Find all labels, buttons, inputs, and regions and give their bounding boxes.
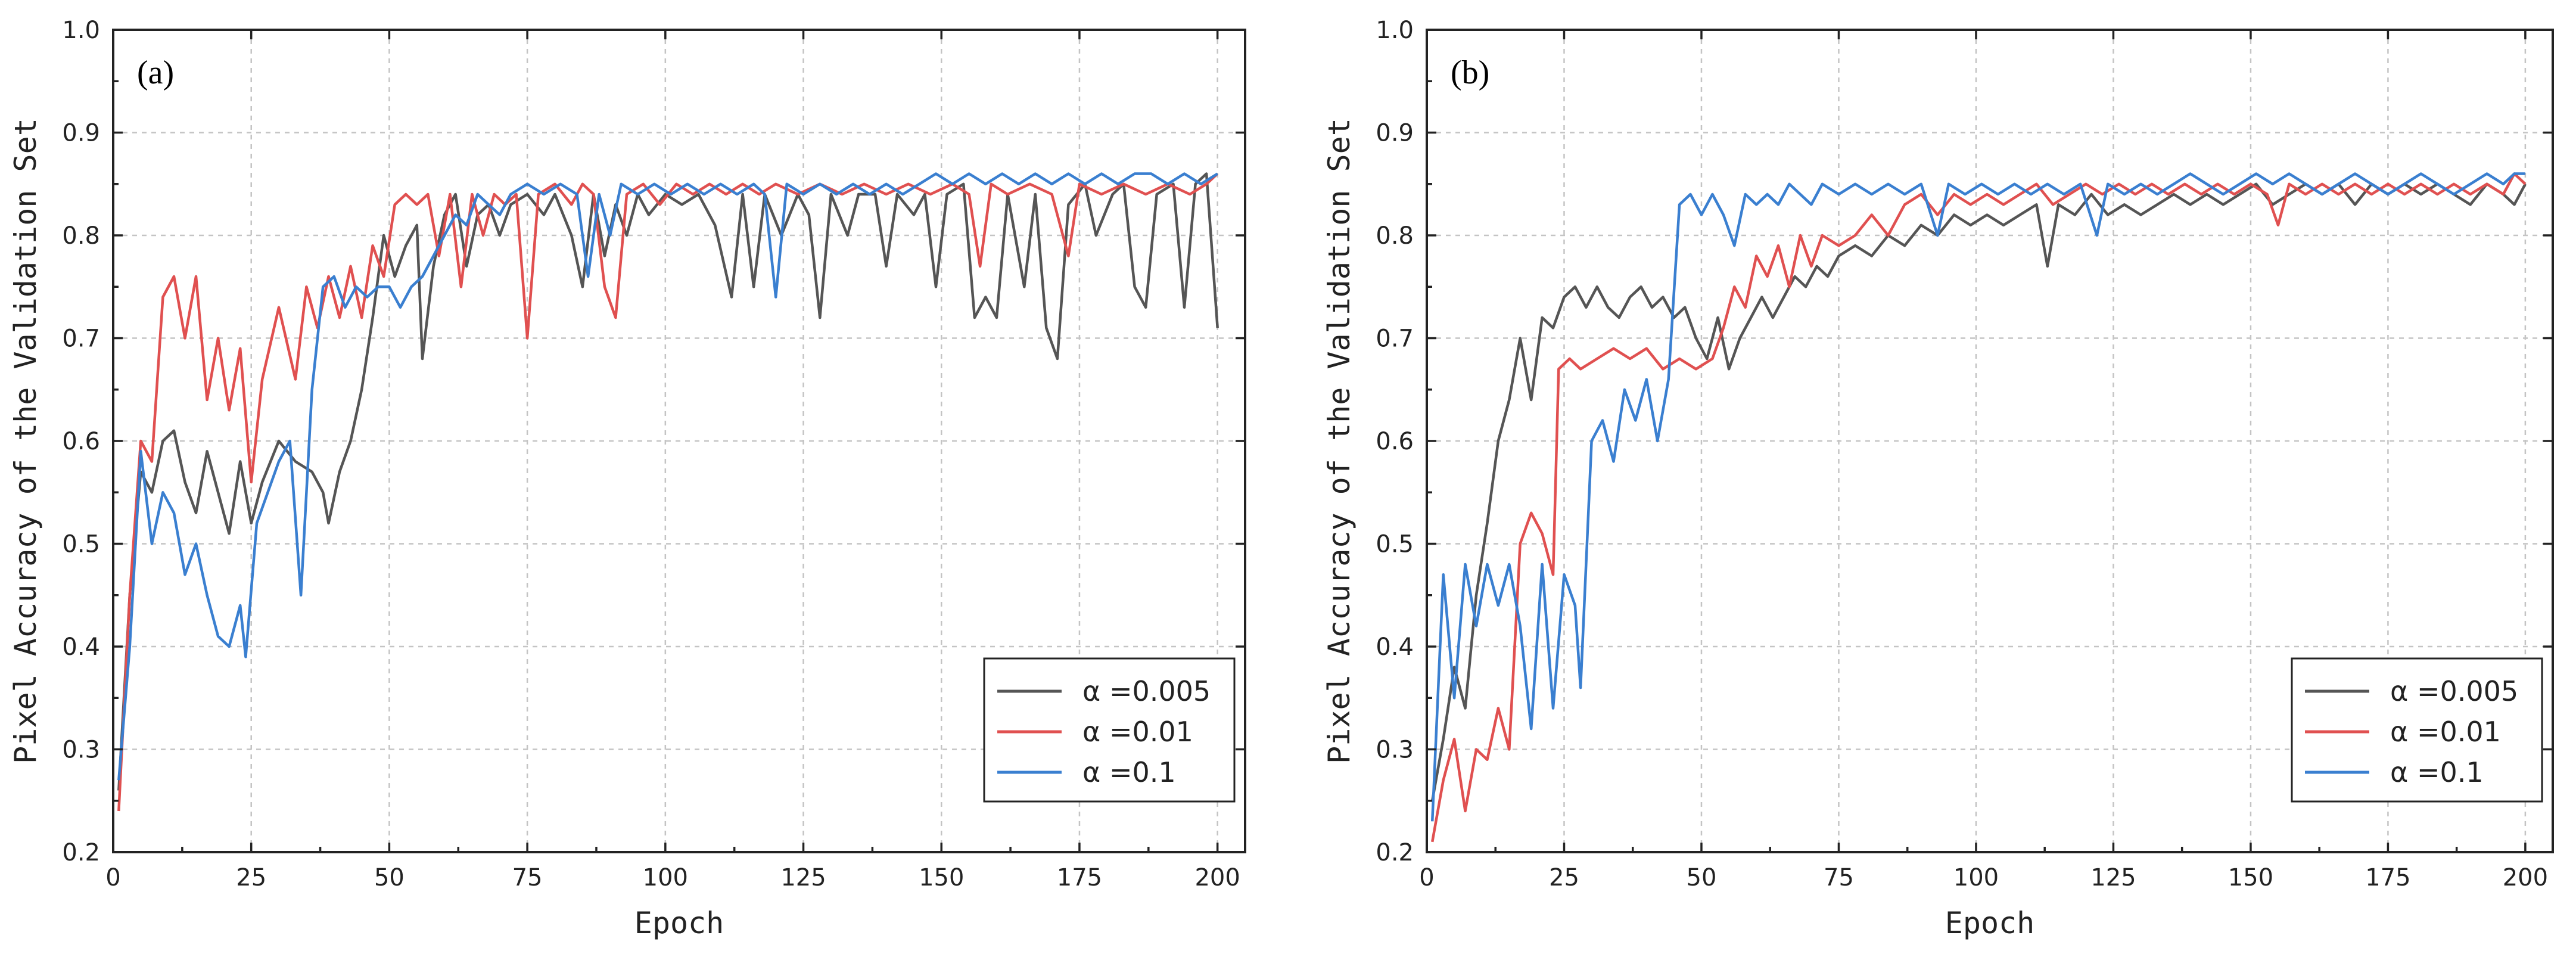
legend: α =0.005 α =0.01 α =0.1 [983, 657, 1236, 803]
series-line-2 [117, 172, 1219, 812]
x-tick-label: 100 [1953, 864, 1999, 891]
y-tick-label: 0.5 [62, 531, 100, 558]
y-tick-label: 0.5 [1376, 531, 1414, 558]
legend: α =0.005 α =0.01 α =0.1 [2291, 657, 2543, 803]
panel-label: (a) [137, 54, 174, 91]
x-tick-label: 50 [1687, 864, 1717, 891]
legend-label-2: α =0.01 [2390, 716, 2501, 748]
series-line-3 [117, 172, 1218, 781]
y-tick-label: 0.8 [62, 222, 100, 250]
y-tick-label: 0.7 [1376, 325, 1414, 353]
y-tick-label: 0.4 [1376, 633, 1414, 661]
y-tick-label: 0.6 [1376, 428, 1414, 455]
x-tick-label: 125 [780, 864, 826, 891]
x-axis-label: Epoch [1945, 906, 2035, 940]
x-tick-label: 75 [1824, 864, 1854, 891]
y-tick-label: 0.2 [62, 839, 100, 866]
legend-label-2: α =0.01 [1082, 716, 1193, 748]
y-axis-label: Pixel Accuracy of the Validation Set [1322, 118, 1357, 764]
x-tick-label: 125 [2090, 864, 2136, 891]
legend-box [2291, 657, 2543, 803]
chart-panel-b: 0 25 50 75 100 125 150 175 200 0.2 0.3 0.4 0.5 0.6 0.7… [1322, 17, 2554, 940]
x-tick-label: 0 [105, 864, 120, 891]
y-tick-label: 0.9 [62, 120, 100, 147]
x-tick-label: 100 [643, 864, 688, 891]
y-tick-label: 0.4 [62, 633, 100, 661]
y-tick-label: 0.3 [1376, 737, 1414, 764]
series-line-2 [1430, 172, 2527, 843]
chart-panel-a: 0 25 50 75 100 125 150 175 200 0.2 0.3 0.4 0.5 0.6 0.7… [8, 17, 1246, 940]
legend-label-3: α =0.1 [2390, 756, 2484, 788]
x-tick-label: 150 [919, 864, 964, 891]
legend-label-1: α =0.005 [1082, 675, 1211, 707]
series-line-3 [1430, 172, 2525, 822]
x-tick-label: 75 [512, 864, 543, 891]
y-tick-label: 0.3 [62, 737, 100, 764]
y-tick-label: 0.8 [1376, 222, 1414, 250]
x-axis-label: Epoch [634, 906, 724, 940]
y-axis-label: Pixel Accuracy of the Validation Set [8, 118, 43, 764]
x-tick-label: 175 [2365, 864, 2410, 891]
x-tick-label: 50 [374, 864, 405, 891]
y-tick-label: 1.0 [1376, 17, 1414, 44]
y-tick-label: 0.9 [1376, 120, 1414, 147]
x-tick-label: 175 [1057, 864, 1102, 891]
x-tick-label: 200 [2503, 864, 2548, 891]
x-tick-label: 200 [1194, 864, 1240, 891]
y-tick-label: 0.6 [62, 428, 100, 455]
panel-label: (b) [1451, 54, 1489, 91]
y-tick-label: 1.0 [62, 17, 100, 44]
y-tick-label: 0.7 [62, 325, 100, 353]
x-tick-label: 0 [1419, 864, 1434, 891]
x-tick-label: 25 [236, 864, 266, 891]
legend-label-3: α =0.1 [1082, 756, 1176, 788]
x-tick-label: 25 [1549, 864, 1579, 891]
x-tick-label: 150 [2228, 864, 2273, 891]
y-tick-label: 0.2 [1376, 839, 1414, 866]
legend-label-1: α =0.005 [2390, 675, 2518, 707]
legend-box [983, 657, 1236, 803]
